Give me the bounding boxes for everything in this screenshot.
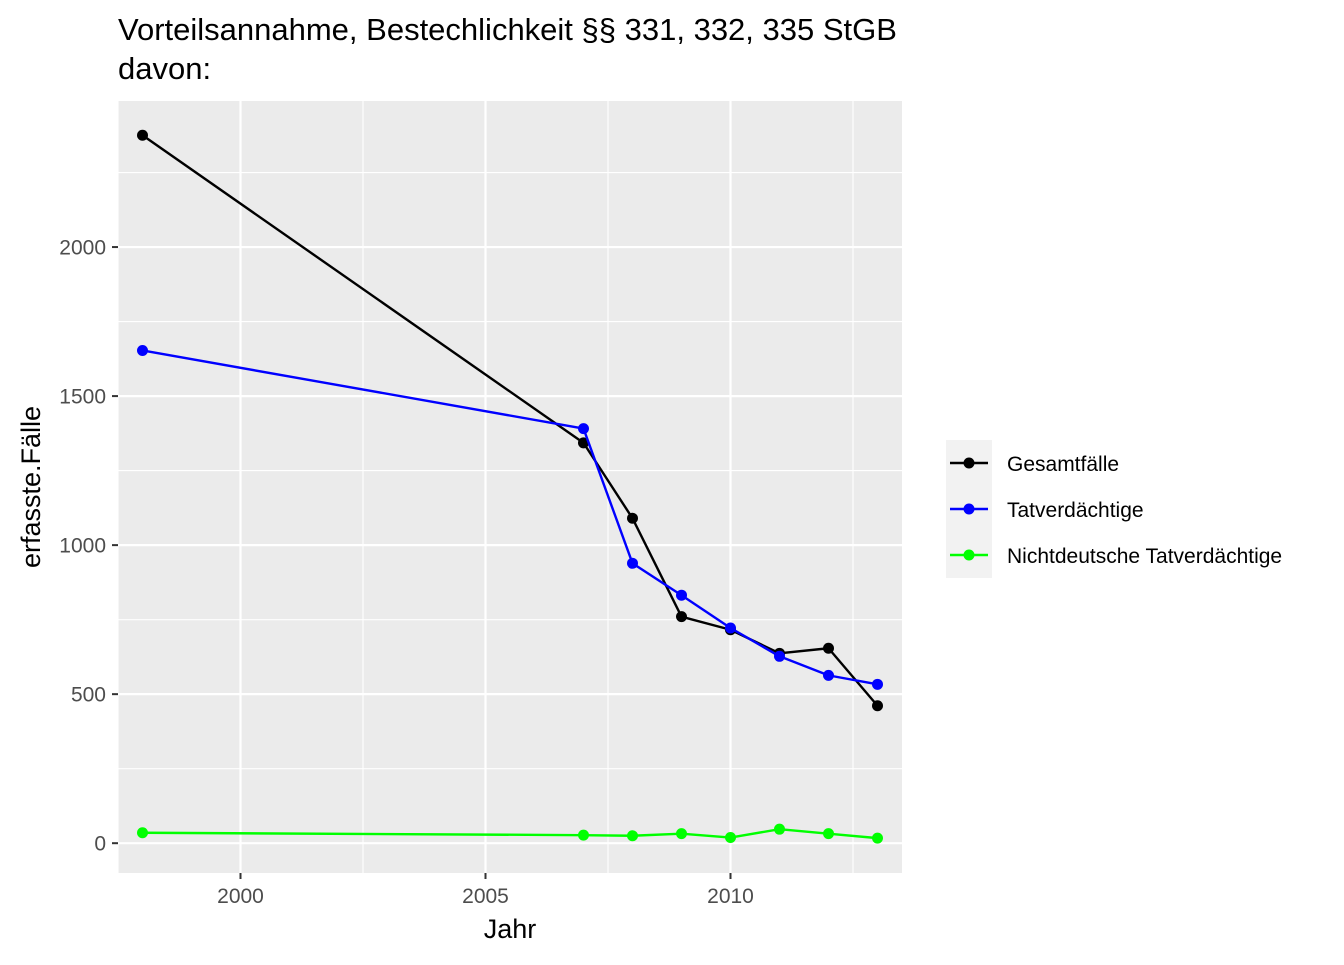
data-point: [725, 832, 736, 844]
data-point: [578, 829, 589, 841]
y-tick-label: 1000: [59, 535, 106, 558]
x-tick-label: 2000: [217, 885, 264, 908]
data-point: [578, 423, 589, 435]
data-point: [137, 344, 148, 356]
chart-subtitle: davon:: [118, 51, 211, 86]
data-point: [725, 622, 736, 634]
legend-key-point: [963, 503, 975, 515]
data-point: [137, 129, 148, 141]
series-line-1: [141, 134, 879, 707]
data-point: [676, 611, 687, 623]
y-axis-label: erfasste.Fälle: [16, 406, 46, 568]
grid-minor: [117, 101, 902, 873]
x-axis: 2000 2005 2010: [217, 873, 754, 908]
data-point: [823, 642, 834, 654]
data-point: [676, 828, 687, 840]
x-tick-label: 2010: [707, 885, 754, 908]
data-point: [872, 700, 883, 712]
y-tick-label: 2000: [59, 237, 106, 260]
legend-key-point: [963, 457, 975, 469]
y-tick-label: 1500: [59, 386, 106, 409]
legend-label: Nichtdeutsche Tatverdächtige: [1007, 545, 1282, 568]
data-point: [872, 832, 883, 844]
legend-key-point: [963, 549, 975, 561]
data-point: [578, 437, 589, 449]
series-line-3: [142, 827, 878, 840]
x-axis-label: Jahr: [484, 914, 537, 944]
plot-panel: [118, 101, 902, 873]
legend-label: Tatverdächtige: [1007, 499, 1144, 522]
series-line-2: [142, 349, 878, 686]
data-point: [823, 669, 834, 681]
grid-major: [118, 101, 902, 873]
data-point: [774, 650, 785, 662]
y-tick-label: 0: [94, 833, 106, 856]
data-point: [774, 823, 785, 835]
legend-label: Gesamtfälle: [1007, 453, 1119, 476]
data-point: [627, 830, 638, 842]
series-layer: [137, 129, 883, 844]
data-point: [823, 828, 834, 840]
data-point: [872, 678, 883, 690]
y-tick-label: 500: [71, 684, 106, 707]
data-point: [676, 589, 687, 601]
chart-title: Vorteilsannahme, Bestechlichkeit §§ 331,…: [118, 12, 897, 47]
legend: Gesamtfälle Tatverdächtige Nichtdeutsche T…: [946, 440, 1282, 578]
data-point: [137, 827, 148, 839]
y-axis: 0 500 1000 1500 2000: [59, 237, 118, 856]
x-tick-label: 2005: [462, 885, 509, 908]
data-point: [627, 557, 638, 569]
data-point: [627, 512, 638, 524]
